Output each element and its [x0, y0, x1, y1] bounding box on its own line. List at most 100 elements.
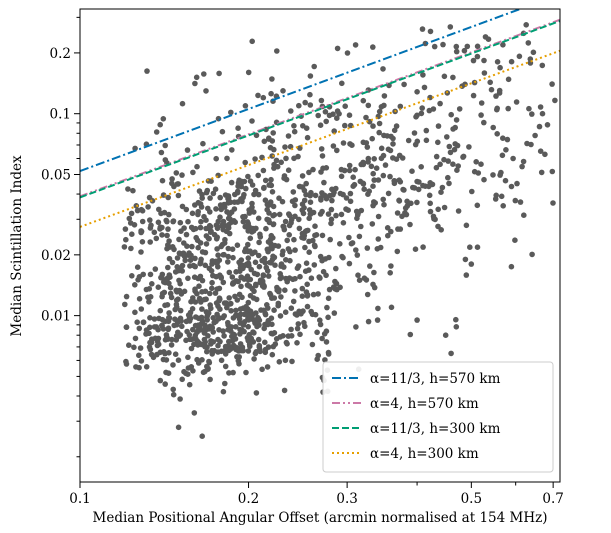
- data-point: [399, 213, 405, 220]
- data-point: [415, 186, 422, 193]
- y-tick-label: 0.05: [41, 167, 71, 183]
- data-point: [461, 47, 468, 54]
- data-point: [373, 165, 380, 171]
- data-point: [552, 97, 558, 104]
- data-point: [323, 339, 330, 345]
- y-tick-label: 0.1: [50, 107, 71, 123]
- data-point: [205, 333, 211, 339]
- data-point: [158, 149, 165, 156]
- data-point: [146, 330, 152, 337]
- data-point: [185, 354, 191, 361]
- data-point: [210, 329, 216, 335]
- data-point: [397, 103, 404, 110]
- data-point: [328, 220, 334, 227]
- data-point: [238, 274, 244, 280]
- data-point: [310, 291, 317, 298]
- data-point: [149, 281, 155, 287]
- data-point: [207, 195, 213, 201]
- data-point: [281, 264, 287, 270]
- data-point: [435, 223, 441, 230]
- data-point: [307, 73, 314, 79]
- data-point: [377, 244, 384, 251]
- data-point: [296, 216, 302, 223]
- data-point: [368, 163, 375, 170]
- data-point: [384, 225, 391, 231]
- data-point: [137, 345, 144, 351]
- data-point: [243, 185, 249, 192]
- data-point: [375, 177, 382, 183]
- data-point: [215, 218, 222, 225]
- data-point: [505, 76, 512, 83]
- data-point: [376, 129, 383, 136]
- data-point: [441, 73, 448, 80]
- data-point: [195, 208, 201, 215]
- data-point: [159, 177, 166, 184]
- data-point: [169, 180, 175, 187]
- data-point: [188, 298, 194, 305]
- data-point: [463, 272, 470, 278]
- data-point: [365, 318, 372, 325]
- data-point: [225, 222, 231, 229]
- data-point: [385, 232, 391, 239]
- data-point: [390, 135, 396, 142]
- data-point: [198, 204, 205, 210]
- data-point: [197, 240, 204, 246]
- data-point: [211, 319, 217, 326]
- data-point: [224, 209, 230, 215]
- data-point: [184, 243, 190, 249]
- data-point: [499, 152, 506, 159]
- data-point: [420, 72, 426, 78]
- data-point: [327, 236, 334, 243]
- data-point: [503, 147, 509, 153]
- data-point: [274, 48, 280, 54]
- data-point: [445, 158, 452, 164]
- data-point: [500, 42, 506, 48]
- data-point: [249, 118, 255, 124]
- data-point: [375, 213, 382, 220]
- data-point: [208, 228, 214, 235]
- data-point: [140, 319, 147, 326]
- data-point: [450, 126, 456, 132]
- data-point: [285, 133, 292, 139]
- data-point: [179, 203, 186, 210]
- data-point: [329, 186, 335, 193]
- data-point: [252, 320, 258, 326]
- data-point: [525, 40, 532, 46]
- data-point: [222, 380, 228, 387]
- data-point: [312, 223, 318, 229]
- data-point: [230, 369, 236, 376]
- data-point: [441, 204, 448, 211]
- data-point: [177, 280, 183, 287]
- data-point: [396, 197, 402, 204]
- data-point: [136, 352, 142, 359]
- data-point: [234, 242, 241, 248]
- data-point: [267, 290, 273, 297]
- data-point: [447, 149, 454, 156]
- data-point: [309, 341, 316, 348]
- data-point: [193, 314, 199, 320]
- data-point: [319, 208, 325, 215]
- data-point: [213, 300, 220, 306]
- data-point: [123, 293, 130, 300]
- data-point: [183, 231, 190, 238]
- data-point: [327, 192, 333, 199]
- data-point: [255, 172, 261, 179]
- data-point: [126, 215, 133, 222]
- data-point: [147, 271, 154, 278]
- data-point: [370, 123, 376, 129]
- data-point: [236, 259, 242, 266]
- data-point: [376, 120, 383, 127]
- data-point: [242, 213, 248, 220]
- data-point: [166, 280, 172, 287]
- data-point: [360, 180, 367, 187]
- model-lines: [80, 9, 560, 228]
- data-point: [251, 191, 257, 198]
- data-point: [279, 198, 286, 205]
- data-point: [166, 211, 172, 218]
- data-point: [478, 112, 484, 118]
- data-point: [148, 222, 154, 229]
- data-point: [202, 328, 208, 334]
- data-point: [229, 147, 235, 153]
- data-point: [281, 387, 288, 394]
